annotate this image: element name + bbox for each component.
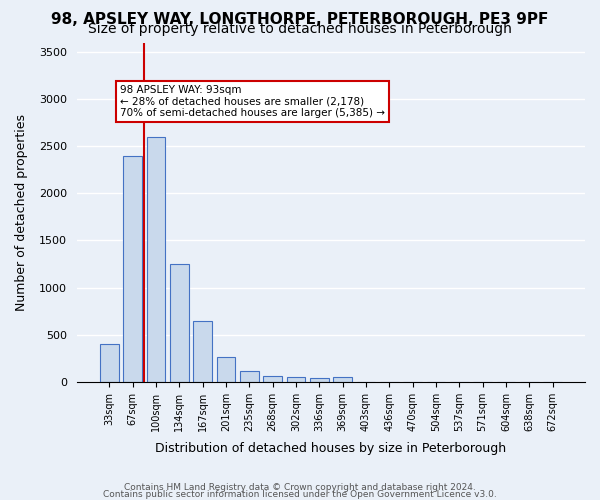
Bar: [147, 136, 166, 382]
Text: 98 APSLEY WAY: 93sqm
← 28% of detached houses are smaller (2,178)
70% of semi-de: 98 APSLEY WAY: 93sqm ← 28% of detached h…: [120, 85, 385, 118]
Text: Contains HM Land Registry data © Crown copyright and database right 2024.: Contains HM Land Registry data © Crown c…: [124, 484, 476, 492]
Bar: [310, 378, 329, 382]
Bar: [124, 156, 142, 382]
Bar: [240, 372, 259, 382]
Bar: [193, 320, 212, 382]
Bar: [170, 264, 188, 382]
X-axis label: Distribution of detached houses by size in Peterborough: Distribution of detached houses by size …: [155, 442, 506, 455]
Bar: [334, 377, 352, 382]
Text: Contains public sector information licensed under the Open Government Licence v3: Contains public sector information licen…: [103, 490, 497, 499]
Bar: [100, 344, 119, 382]
Bar: [287, 376, 305, 382]
Text: 98, APSLEY WAY, LONGTHORPE, PETERBOROUGH, PE3 9PF: 98, APSLEY WAY, LONGTHORPE, PETERBOROUGH…: [52, 12, 548, 28]
Bar: [217, 358, 235, 382]
Y-axis label: Number of detached properties: Number of detached properties: [15, 114, 28, 310]
Bar: [263, 376, 282, 382]
Text: Size of property relative to detached houses in Peterborough: Size of property relative to detached ho…: [88, 22, 512, 36]
